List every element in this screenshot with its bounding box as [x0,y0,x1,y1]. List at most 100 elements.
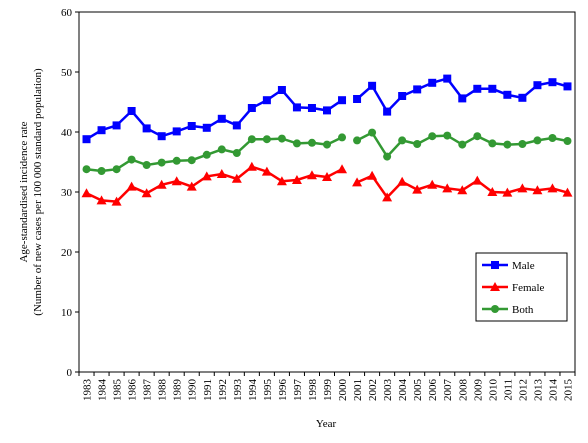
data-point-male [202,123,211,132]
data-point-female [397,176,408,186]
data-point-male [97,126,106,135]
data-point-both [458,140,467,149]
series-group [81,74,573,206]
series-male [82,74,572,144]
x-tick-label: 2015 [562,379,574,402]
data-point-male [217,114,226,123]
data-point-female [442,183,453,193]
data-point-both [262,135,271,144]
x-tick-label: 1987 [142,379,154,402]
x-tick-label: 1991 [202,379,214,401]
x-tick-label: 1992 [217,379,229,401]
x-tick-label: 2012 [517,379,529,401]
data-point-female [111,196,122,206]
y-tick-label: 30 [61,187,73,199]
y-tick-label: 10 [61,307,73,319]
data-point-both [488,139,497,148]
data-point-male [323,106,331,115]
x-tick-label: 2008 [457,379,469,402]
legend-swatch-marker [491,261,499,269]
x-tick-label: 2003 [382,379,394,402]
x-tick-label: 1995 [262,379,274,402]
data-point-male [82,135,91,144]
data-point-both [413,140,422,148]
data-point-both [323,140,331,149]
data-point-female [367,170,378,180]
x-tick-label: 2011 [502,379,514,401]
legend-label: Both [512,304,534,316]
data-point-both [518,140,527,148]
data-point-male [383,107,392,116]
data-point-both [338,133,347,142]
data-point-both [398,136,407,145]
series-female [81,161,573,206]
legend-label: Female [512,282,544,294]
data-point-female [517,183,528,193]
series-line-female [85,165,343,203]
data-point-male [503,90,512,99]
data-point-female [352,177,363,187]
legend: Male Female Both [475,252,568,322]
data-point-female [502,187,513,197]
data-point-female [291,175,302,184]
data-point-both [247,135,256,144]
x-tick-label: 1990 [187,379,199,402]
y-tick-label: 20 [61,247,73,259]
x-tick-label: 2005 [412,379,424,402]
x-tick-label: 2007 [442,379,454,402]
data-point-female [186,181,197,191]
x-tick-label: 1998 [307,379,319,402]
x-tick-label: 2004 [397,379,409,402]
x-tick-label: 1983 [82,379,94,402]
data-point-both [157,158,166,167]
data-point-both [82,165,91,174]
data-point-female [246,161,257,171]
x-tick-label: 2000 [337,379,349,402]
data-point-both [443,131,452,140]
data-point-female [472,175,483,185]
data-point-male [488,84,497,93]
data-point-both [127,155,136,164]
data-point-male [112,121,121,130]
data-point-both [172,156,181,165]
data-point-both [533,136,542,145]
legend-item-male: Male [482,260,535,272]
data-point-both [97,167,106,175]
x-tick-label: 2013 [532,379,544,402]
x-tick-label: 1999 [322,379,334,402]
x-tick-label: 2006 [427,379,439,402]
data-point-both [292,139,301,148]
data-point-female [141,188,152,198]
x-tick-label: 1985 [112,379,124,402]
x-tick-label: 2002 [367,379,379,401]
data-point-both [503,140,512,149]
data-point-both [563,137,572,145]
data-point-male [458,94,467,103]
x-axis-title: Year [316,418,337,430]
data-point-male [247,104,256,112]
data-point-male [533,81,542,90]
y-tick-label: 40 [61,127,73,139]
x-tick-label: 1994 [247,379,259,402]
x-tick-label: 1986 [127,379,139,402]
series-both [82,128,572,175]
data-point-male [428,78,437,87]
data-point-female [562,187,573,197]
data-point-male [398,92,407,100]
data-point-both [428,132,437,141]
data-point-female [201,171,212,181]
data-point-both [548,134,557,142]
data-point-male [563,82,572,91]
legend-item-female: Female [482,282,544,294]
data-point-female [126,181,137,191]
data-point-male [368,81,377,90]
x-tick-label: 2009 [472,379,484,402]
data-point-male [262,96,271,105]
y-axis-title: Age-standardised incidence rate [18,121,30,262]
data-point-male [127,107,136,115]
legend-swatch-marker [490,282,500,291]
data-point-female [322,172,332,181]
x-tick-label: 2001 [352,379,364,401]
data-point-female [382,192,393,202]
data-point-both [217,145,226,154]
